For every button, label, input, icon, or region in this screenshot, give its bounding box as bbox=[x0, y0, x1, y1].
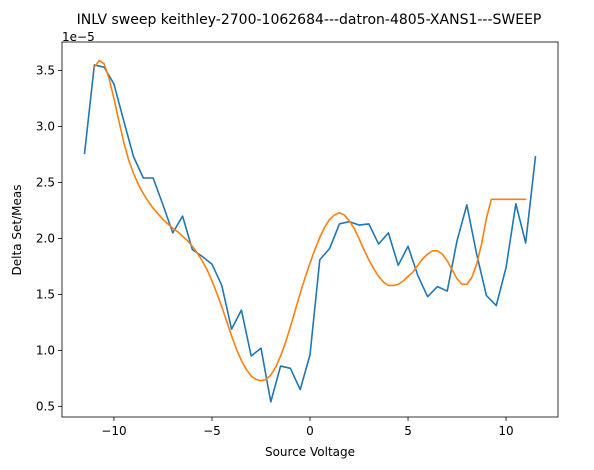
chart-title: INLV sweep keithley-2700-1062684---datro… bbox=[77, 12, 542, 28]
x-tick-label: 5 bbox=[404, 424, 412, 438]
y-axis: 0.5 1.0 1.5 2.0 2.5 3.0 3.5 bbox=[36, 64, 62, 413]
x-tick-label: 10 bbox=[498, 424, 513, 438]
y-tick-label: 1.5 bbox=[36, 287, 55, 301]
series-line-fit bbox=[93, 59, 527, 382]
x-axis: −10 −5 0 5 10 bbox=[101, 417, 514, 438]
plot-area: −10 −5 0 5 10 0.5 1.0 1.5 2.0 2.5 3.0 3.5 bbox=[36, 41, 559, 438]
y-tick-label: 2.5 bbox=[36, 175, 55, 189]
y-tick-label: 0.5 bbox=[36, 399, 55, 413]
x-tick-label: −5 bbox=[203, 424, 221, 438]
series-line-measured bbox=[83, 64, 537, 403]
y-tick-label: 1.0 bbox=[36, 343, 55, 357]
y-offset-label: 1e−5 bbox=[62, 30, 95, 44]
y-tick-label: 2.0 bbox=[36, 231, 55, 245]
x-axis-label: Source Voltage bbox=[265, 445, 355, 459]
y-axis-label: Delta Set/Meas bbox=[10, 185, 24, 276]
plot-frame bbox=[61, 41, 559, 418]
y-tick-label: 3.5 bbox=[36, 64, 55, 78]
x-tick-label: −10 bbox=[101, 424, 126, 438]
y-tick-label: 3.0 bbox=[36, 120, 55, 134]
x-tick-label: 0 bbox=[306, 424, 314, 438]
